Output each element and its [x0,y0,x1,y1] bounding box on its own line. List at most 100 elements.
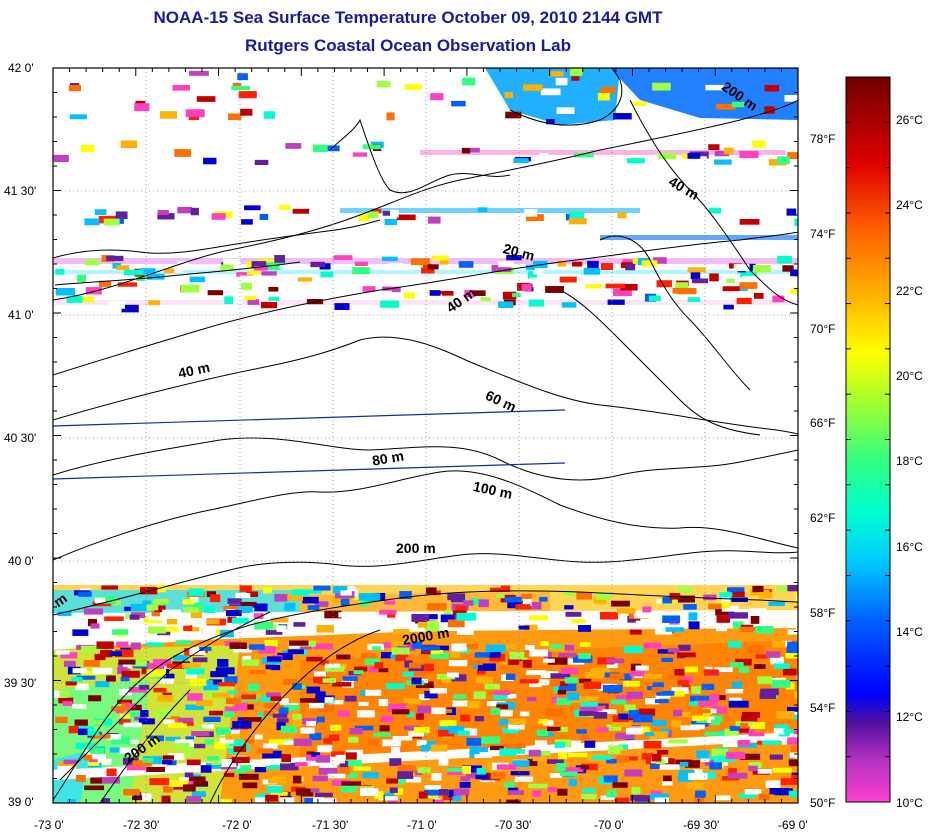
sst-speckle [500,585,511,592]
sst-speckle [362,286,376,292]
sst-speckle [149,778,170,786]
sst-speckle [365,689,382,696]
sst-speckle [58,761,78,767]
sst-speckle [442,795,455,801]
contour-100m [53,470,798,561]
sst-speckle [451,643,467,652]
lat-label-41-30: 41 30' [4,184,37,198]
sst-speckle [225,733,241,740]
sst-speckle [447,77,462,83]
sst-speckle [257,258,278,264]
sst-speckle [406,712,415,717]
sst-speckle [114,649,134,658]
map-subtitle: Rutgers Coastal Ocean Observation Lab [245,36,571,55]
sst-speckle [78,726,94,731]
sst-speckle [674,669,685,677]
sst-speckle [69,114,87,120]
sst-speckle [549,71,564,77]
sst-speckle [331,681,352,687]
sst-speckle [328,734,340,741]
sst-speckle [549,644,563,649]
map-title: NOAA-15 Sea Surface Temperature October … [153,8,663,27]
sst-data-layer [53,68,798,803]
sst-speckle [227,598,242,604]
sst-speckle [505,673,516,680]
sst-speckle [57,611,72,616]
sst-speckle [246,591,259,597]
sst-speckle [241,659,259,666]
sst-speckle [542,658,555,663]
sst-speckle [277,718,289,723]
sst-speckle [62,700,73,707]
sst-speckle [533,269,543,275]
sst-speckle [659,285,675,291]
sst-speckle [373,732,391,737]
sst-speckle [263,587,273,594]
sst-speckle [279,205,291,210]
sst-speckle [770,656,784,665]
sst-speckle [189,776,206,782]
sst-speckle [446,672,459,678]
sst-speckle [258,645,276,654]
sst-speckle [436,645,449,651]
sst-speckle [55,287,75,296]
sst-speckle [480,296,491,302]
sst-speckle [241,219,253,225]
sst-speckle [425,587,437,595]
sst-speckle [68,85,82,92]
sst-speckle [734,609,751,615]
lat-label-40-30: 40 30' [4,431,37,445]
sst-speckle [727,772,748,779]
sst-speckle [121,670,140,678]
sst-speckle [284,602,296,611]
sst-speckle [117,699,133,704]
sst-speckle [60,652,78,659]
sst-speckle [192,657,208,663]
sst-speckle [490,771,506,780]
sst-speckle [293,622,306,627]
sst-speckle [265,794,279,802]
sst-speckle [237,607,250,614]
sst-speckle [313,585,331,591]
sst-speckle [606,789,617,798]
sst-speckle [320,271,334,278]
sst-speckle [452,700,469,707]
sst-speckle [500,644,516,650]
sst-speckle [656,750,669,755]
sst-speckle [254,766,267,773]
sst-speckle [462,77,476,86]
sst-speckle [65,681,77,686]
sst-speckle [524,208,538,217]
sst-speckle [123,788,140,796]
sst-speckle [302,596,319,604]
sst-speckle [695,790,706,798]
sst-speckle [484,683,500,690]
sst-speckle [76,621,87,628]
fahrenheit-label-74: 74°F [810,227,836,241]
sst-speckle [593,712,608,719]
sst-speckle [263,111,276,119]
sst-speckle [118,688,132,696]
lon-label-72: -72 0' [222,818,252,832]
lon-label-71: -71 0' [407,818,437,832]
sst-speckle [391,709,410,715]
sst-speckle [724,728,739,736]
sst-speckle [160,111,177,119]
sst-speckle [184,772,194,778]
sst-speckle [466,737,482,746]
sst-speckle [458,261,474,268]
sst-speckle [266,656,282,662]
sst-speckle [124,72,137,81]
sst-speckle [526,264,535,270]
sst-speckle [224,706,237,713]
sst-speckle [688,621,700,630]
sst-speckle [274,594,288,602]
sst-speckle [411,613,430,622]
sst-speckle [242,655,251,663]
sst-speckle [662,781,673,786]
lon-label-69-30: -69 30' [683,818,720,832]
sst-speckle [187,627,200,632]
sst-speckle [496,764,517,770]
sst-speckle [189,594,199,603]
sst-speckle [341,781,362,786]
